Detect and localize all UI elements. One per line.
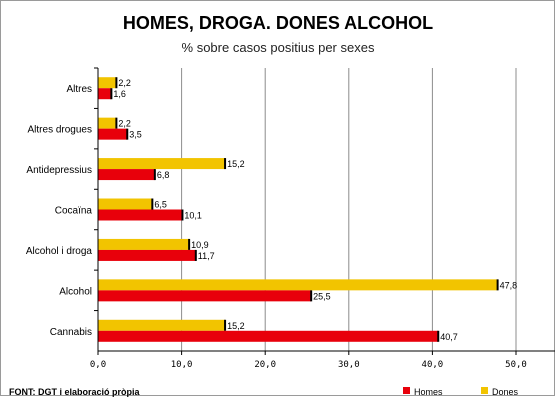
category-label: Antidepressius [26,165,92,176]
data-label-dones: 15,2 [227,321,245,331]
category-label: Altres [66,84,92,95]
data-label-dones: 2,2 [118,78,131,88]
data-label-homes: 10,1 [184,211,202,221]
bar-dones [98,158,226,170]
legend-label: Dones [492,387,519,397]
axes-group: 0,0 10,0 20,0 30,0 40,0 50,0 Altres Altres drog… [26,67,555,370]
x-tick-label: 20,0 [254,360,276,370]
bar-homes [98,249,196,261]
bar-homes [98,128,128,140]
category-label: Cannabis [50,327,92,338]
chart-title: HOMES, DROGA. DONES ALCOHOL [123,13,433,33]
bar-dones [98,198,153,210]
data-label-dones: 47,8 [500,280,518,290]
legend-swatch [403,387,410,394]
data-label-dones: 2,2 [118,119,131,129]
data-label-homes: 3,5 [129,130,142,140]
bar-dones [98,279,498,291]
x-tick-label: 30,0 [338,360,360,370]
category-label: Alcohol [59,286,92,297]
bar-homes [98,209,183,221]
data-label-dones: 15,2 [227,159,245,169]
data-label-homes: 6,8 [157,170,170,180]
chart-subtitle: % sobre casos positius per sexes [182,40,375,55]
data-label-homes: 25,5 [313,291,331,301]
bar-dones [98,319,226,331]
data-label-homes: 40,7 [440,332,458,342]
source-note: FONT: DGT i elaboració pròpia [9,387,141,397]
category-label: Cocaïna [55,206,93,217]
bar-homes [98,88,112,100]
bar-homes [98,169,155,181]
category-label: Altres drogues [28,125,92,136]
bar-homes [98,330,439,342]
x-tick-label: 0,0 [90,360,106,370]
bar-dones [98,77,117,89]
x-tick-label: 50,0 [505,360,527,370]
x-tick-label: 10,0 [171,360,193,370]
data-label-homes: 11,7 [198,251,215,261]
data-label-dones: 10,9 [191,240,209,250]
bar-dones [98,238,190,250]
grid-lines [181,68,517,351]
bar-dones [98,117,117,129]
legend-label: Homes [414,387,443,397]
data-label-dones: 6,5 [154,200,167,210]
bars-group: 2,21,62,23,515,26,86,510,110,911,747,825… [98,77,517,342]
x-tick-label: 40,0 [422,360,444,370]
legend: Homes Dones [403,387,519,397]
bar-homes [98,290,312,302]
data-label-homes: 1,6 [113,89,126,99]
legend-swatch [481,387,488,394]
category-label: Alcohol i droga [26,246,93,257]
